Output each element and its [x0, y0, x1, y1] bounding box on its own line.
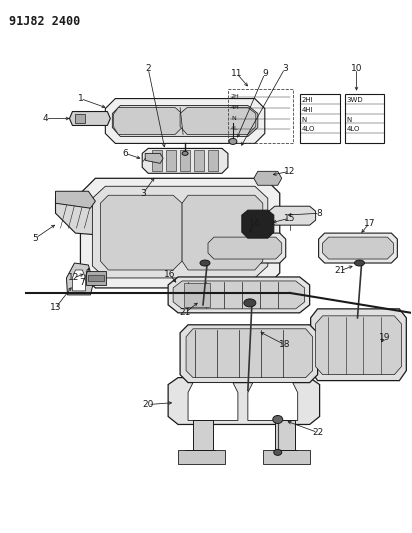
Text: 4L: 4L [231, 126, 239, 132]
Polygon shape [275, 421, 295, 450]
Polygon shape [101, 195, 182, 270]
Polygon shape [194, 150, 204, 171]
Polygon shape [105, 99, 265, 143]
Text: 18: 18 [279, 340, 290, 349]
Polygon shape [318, 233, 397, 263]
Text: 6: 6 [122, 149, 128, 158]
Polygon shape [193, 421, 213, 450]
Polygon shape [344, 94, 384, 143]
Text: 11: 11 [231, 69, 243, 78]
Polygon shape [152, 150, 162, 171]
Polygon shape [87, 271, 106, 285]
Polygon shape [208, 150, 218, 171]
Polygon shape [311, 309, 406, 381]
Text: 16: 16 [164, 270, 176, 279]
Ellipse shape [244, 299, 256, 307]
Polygon shape [204, 233, 286, 263]
Text: 2: 2 [145, 64, 151, 73]
Text: 4H: 4H [231, 104, 240, 110]
Polygon shape [75, 114, 85, 124]
Polygon shape [173, 281, 304, 309]
Polygon shape [180, 150, 190, 171]
Ellipse shape [229, 139, 237, 144]
Polygon shape [89, 275, 104, 281]
Text: 8: 8 [317, 209, 323, 217]
Text: 2HI: 2HI [302, 96, 313, 102]
Polygon shape [242, 210, 274, 238]
Text: 12: 12 [68, 273, 79, 282]
Text: 15: 15 [284, 214, 295, 223]
Text: 3: 3 [282, 64, 288, 73]
Text: 1: 1 [77, 94, 83, 103]
Ellipse shape [182, 151, 188, 156]
Polygon shape [66, 263, 94, 295]
Text: 4HI: 4HI [302, 107, 313, 112]
Ellipse shape [273, 416, 283, 424]
Polygon shape [56, 191, 95, 208]
Polygon shape [208, 237, 282, 259]
Text: 3: 3 [140, 189, 146, 198]
Polygon shape [166, 150, 176, 171]
Text: 22: 22 [312, 428, 323, 437]
Text: 12: 12 [284, 167, 295, 176]
Polygon shape [182, 195, 263, 270]
Bar [228, 88, 293, 143]
Text: 13: 13 [50, 303, 61, 312]
Text: 4LO: 4LO [346, 126, 360, 133]
Polygon shape [142, 148, 228, 173]
Text: 4: 4 [43, 114, 48, 123]
Polygon shape [168, 277, 310, 313]
Polygon shape [145, 154, 163, 163]
Polygon shape [168, 377, 320, 424]
Polygon shape [248, 383, 298, 421]
Text: 9: 9 [262, 69, 268, 78]
Text: 20: 20 [143, 400, 154, 409]
Polygon shape [184, 283, 210, 307]
Polygon shape [92, 186, 268, 278]
Polygon shape [80, 179, 280, 288]
Text: N: N [346, 117, 352, 123]
Text: 7: 7 [80, 278, 85, 287]
Text: 19: 19 [379, 333, 390, 342]
Polygon shape [180, 108, 256, 134]
Polygon shape [56, 193, 105, 235]
Polygon shape [112, 106, 258, 136]
Text: 21: 21 [334, 266, 345, 276]
Text: 5: 5 [33, 233, 38, 243]
Polygon shape [178, 450, 225, 464]
Ellipse shape [200, 260, 210, 266]
Polygon shape [113, 108, 183, 134]
Ellipse shape [274, 449, 282, 455]
Polygon shape [73, 270, 85, 291]
Polygon shape [323, 237, 393, 259]
Text: 91J82 2400: 91J82 2400 [9, 15, 80, 28]
Text: 2H: 2H [231, 94, 240, 99]
Text: 17: 17 [364, 219, 375, 228]
Polygon shape [263, 450, 310, 464]
Polygon shape [70, 111, 110, 125]
Text: 21: 21 [179, 309, 191, 317]
Polygon shape [254, 171, 282, 185]
Polygon shape [269, 206, 316, 225]
Text: N: N [302, 117, 307, 123]
Text: 4LO: 4LO [302, 126, 315, 133]
Polygon shape [300, 94, 339, 143]
Polygon shape [180, 325, 318, 383]
Polygon shape [316, 316, 401, 375]
Polygon shape [188, 383, 238, 421]
Polygon shape [186, 329, 313, 377]
Text: 10: 10 [351, 64, 362, 73]
Text: 3WD: 3WD [346, 96, 363, 102]
Ellipse shape [354, 260, 365, 266]
Text: 14: 14 [249, 219, 260, 228]
Text: N: N [231, 116, 236, 120]
